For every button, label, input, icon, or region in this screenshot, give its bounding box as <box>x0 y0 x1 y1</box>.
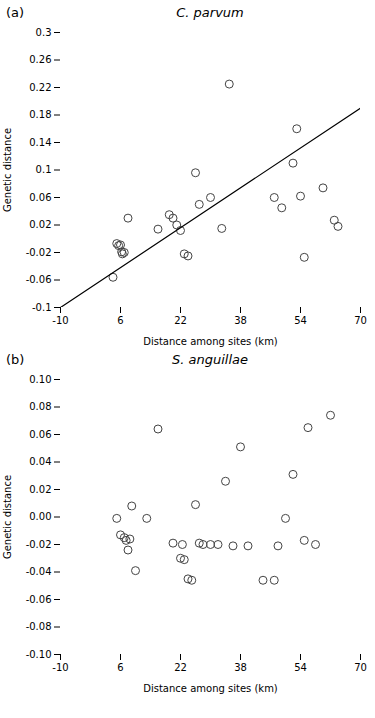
svg-text:-0.06: -0.06 <box>26 594 52 605</box>
svg-text:0.26: 0.26 <box>29 54 51 65</box>
svg-text:0.08: 0.08 <box>29 401 51 412</box>
svg-text:38: 38 <box>234 662 247 673</box>
svg-text:70: 70 <box>354 662 367 673</box>
svg-text:0.02: 0.02 <box>29 484 51 495</box>
svg-text:-0.1: -0.1 <box>32 302 52 313</box>
svg-text:-10: -10 <box>52 315 68 326</box>
svg-text:0.02: 0.02 <box>29 219 51 230</box>
html-text:S. anguillae: S. anguillae <box>172 352 248 367</box>
svg-text:-0.08: -0.08 <box>26 621 52 632</box>
svg-text:-10: -10 <box>52 662 68 673</box>
svg-text:-0.06: -0.06 <box>26 274 52 285</box>
svg-text:-0.02: -0.02 <box>26 539 52 550</box>
svg-text:0.04: 0.04 <box>29 456 51 467</box>
svg-text:-0.10: -0.10 <box>26 649 52 660</box>
svg-text:38: 38 <box>234 315 247 326</box>
html-text:C. parvum: C. parvum <box>176 5 244 20</box>
svg-text:0.00: 0.00 <box>29 511 51 522</box>
html-text:(b): (b) <box>6 352 25 367</box>
svg-text:22: 22 <box>174 315 187 326</box>
svg-text:0.22: 0.22 <box>29 82 51 93</box>
svg-text:0.3: 0.3 <box>36 27 52 38</box>
html-text:(a): (a) <box>6 5 25 20</box>
svg-text:Genetic distance: Genetic distance <box>2 475 13 559</box>
svg-text:6: 6 <box>117 662 123 673</box>
svg-text:6: 6 <box>117 315 123 326</box>
svg-text:0.1: 0.1 <box>36 164 52 175</box>
svg-text:0.10: 0.10 <box>29 374 51 385</box>
svg-text:Genetic distance: Genetic distance <box>2 128 13 212</box>
svg-text:0.14: 0.14 <box>29 137 51 148</box>
svg-text:54: 54 <box>294 315 307 326</box>
svg-text:Distance among sites (km): Distance among sites (km) <box>143 336 278 347</box>
svg-text:22: 22 <box>174 662 187 673</box>
svg-text:-0.04: -0.04 <box>26 566 52 577</box>
svg-text:-0.02: -0.02 <box>26 247 52 258</box>
svg-text:Distance among sites (km): Distance among sites (km) <box>143 683 278 694</box>
svg-text:54: 54 <box>294 662 307 673</box>
svg-text:0.18: 0.18 <box>29 109 51 120</box>
svg-text:70: 70 <box>354 315 367 326</box>
svg-text:0.06: 0.06 <box>29 429 51 440</box>
svg-text:0.06: 0.06 <box>29 192 51 203</box>
